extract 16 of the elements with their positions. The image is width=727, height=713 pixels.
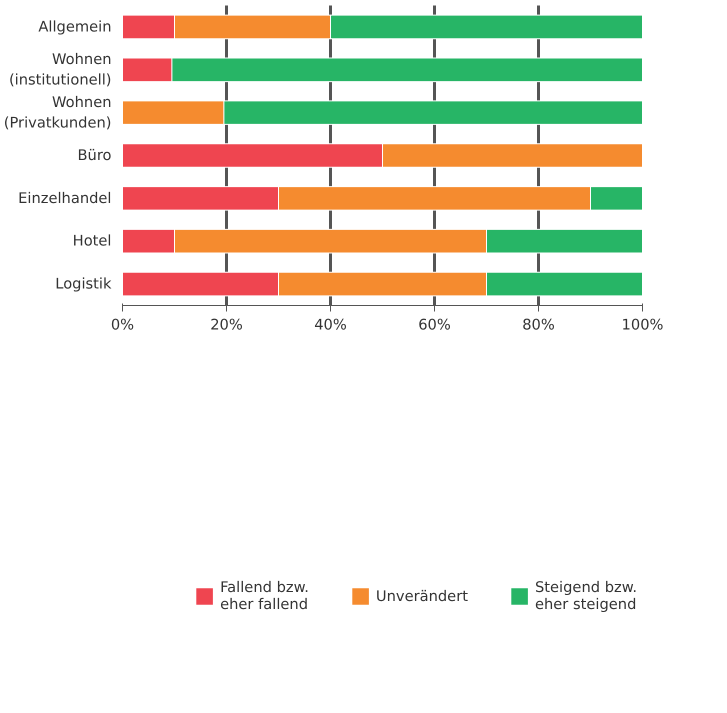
y-tick-label: Hotel <box>72 232 112 250</box>
y-tick-label: Wohnen (Privatkunden) <box>4 94 112 132</box>
x-tick-label: 40% <box>314 316 347 334</box>
y-tick-label: Wohnen (institutionell) <box>8 51 112 88</box>
legend-label: Unverändert <box>376 586 468 606</box>
legend-label: Fallend bzw. eher fallend <box>220 579 309 613</box>
x-tick-label: 0% <box>110 316 134 334</box>
y-tick-label: Einzelhandel <box>18 190 112 207</box>
legend-label: Steigend bzw. eher steigend <box>534 579 637 613</box>
x-tick-label: 80% <box>522 316 555 334</box>
y-tick-label: Logistik <box>55 276 112 293</box>
y-tick-label: Büro <box>77 147 112 164</box>
y-tick-label: Allgemein <box>38 18 112 36</box>
x-tick-label: 60% <box>418 316 451 334</box>
x-tick-label: 20% <box>210 316 243 334</box>
x-tick-label: 100% <box>622 316 664 334</box>
